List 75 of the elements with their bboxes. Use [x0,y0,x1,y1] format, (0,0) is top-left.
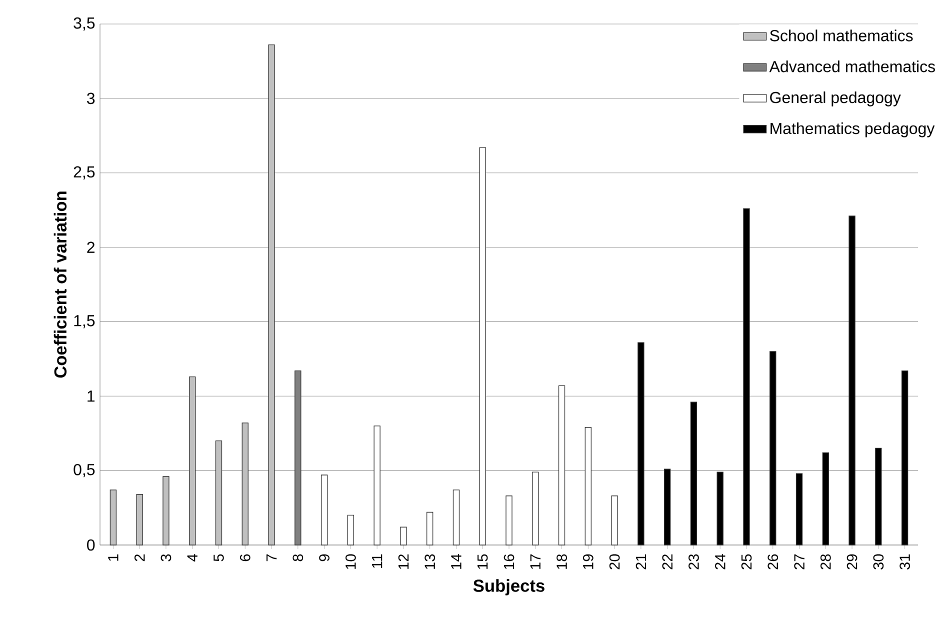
bar [110,490,117,546]
x-tick-label: 18 [556,554,567,569]
x-tick-label: 4 [187,554,198,562]
x-tick-label: 19 [582,554,594,569]
x-tick-label: 7 [266,554,277,562]
x-tick-label: 16 [504,554,514,569]
y-axis-title: Coefficient of variation [54,192,67,378]
x-tick-label: 22 [662,554,672,570]
x-tick-label: 29 [846,554,858,570]
bar [136,494,143,546]
bar [848,216,856,546]
bar [716,472,724,546]
bar [426,512,434,546]
bar [532,472,539,546]
x-tick-label: 17 [530,554,540,569]
bar [690,402,698,546]
y-tick-label: 2,5 [74,166,95,180]
x-tick-label: 28 [820,554,831,570]
bar [611,496,618,546]
x-tick-label: 2 [134,554,145,562]
bar [822,452,829,546]
bar [189,376,196,546]
x-tick-label: 6 [240,554,250,562]
x-tick-label: 12 [398,554,409,569]
x-tick-label: 21 [636,554,646,570]
x-axis-title: Subjects [473,579,544,596]
x-tick-label: 20 [609,554,620,570]
bar [374,426,380,546]
legend-label: Mathematics pedagogy [770,122,935,138]
bar [743,208,750,546]
legend-label: School mathematics [770,30,913,42]
x-tick-label: 8 [292,554,304,562]
bar [268,44,275,546]
x-tick-label: 30 [873,554,884,570]
x-tick-label: 11 [372,554,382,568]
bar [506,496,512,546]
x-tick-label: 24 [714,554,726,570]
bar [770,351,776,546]
x-tick-label: 10 [346,554,356,569]
bar [162,476,170,546]
y-tick-label: 3 [87,92,95,104]
y-tick-label: 0,5 [74,464,95,478]
x-tick-label: 13 [424,554,436,569]
bar [242,422,248,546]
y-tick-label: 3,5 [74,17,95,31]
bar [347,514,354,546]
bar [796,473,803,546]
bar [320,474,328,546]
bar [452,490,460,546]
y-tick-label: 1,5 [74,315,95,328]
y-tick-label: 1 [88,390,95,402]
y-tick-label: 0 [87,539,95,551]
y-tick-label: 2 [87,242,94,253]
bar [558,385,566,546]
x-tick-label: 1 [108,554,118,561]
x-tick-label: 25 [741,554,752,570]
x-tick-label: 14 [451,554,462,569]
x-tick-label: 31 [900,554,910,570]
bar [638,342,644,546]
bar [479,147,486,546]
bar [875,448,882,546]
x-tick-label: 27 [794,554,804,570]
bar [215,440,222,546]
bar [664,468,671,546]
x-tick-label: 5 [214,554,224,562]
x-tick-label: 26 [768,554,778,570]
x-tick-label: 9 [319,554,330,562]
bar [901,370,908,546]
x-tick-label: 3 [160,554,172,562]
legend-label: Advanced mathematics [769,60,935,72]
bar [584,427,592,546]
legend-label: General pedagogy [770,91,901,106]
x-tick-label: 23 [688,554,699,570]
bar [400,526,407,546]
x-tick-label: 15 [478,554,488,569]
